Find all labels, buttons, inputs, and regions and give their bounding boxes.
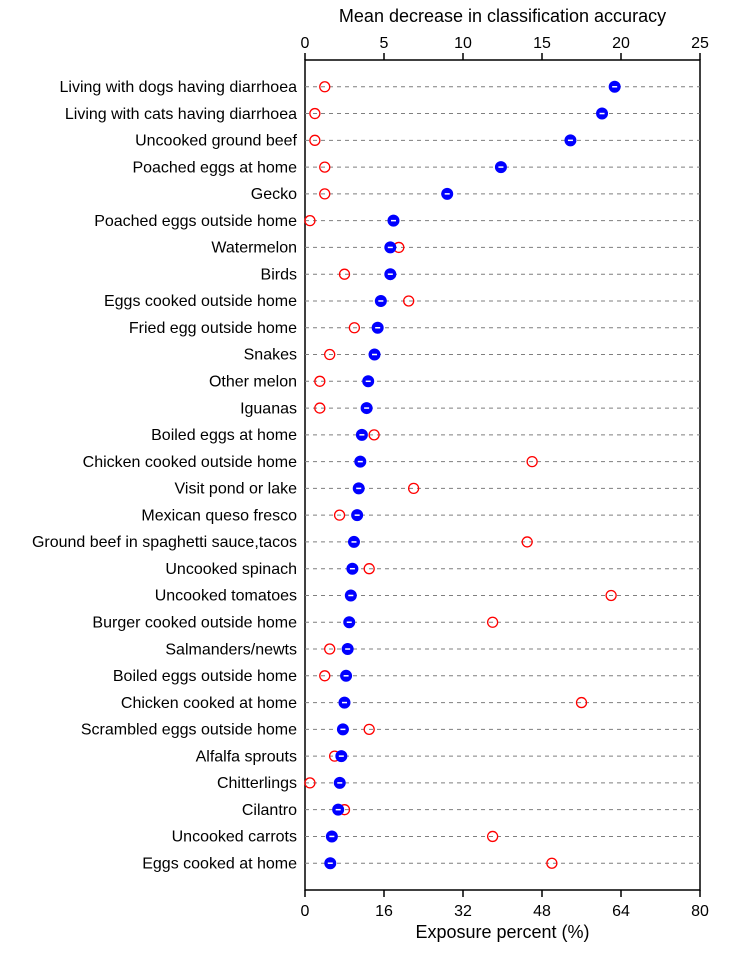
chart-svg: Mean decrease in classification accuracy…	[0, 0, 742, 958]
row-label: Watermelon	[211, 240, 297, 257]
row-label: Other melon	[209, 374, 297, 391]
row-label: Visit pond or lake	[175, 481, 298, 498]
row-label: Uncooked carrots	[172, 829, 297, 846]
row-label: Boiled eggs outside home	[113, 668, 297, 685]
row-label: Uncooked ground beef	[135, 133, 297, 150]
top-tick-label: 25	[691, 35, 709, 52]
row-label: Chicken cooked outside home	[83, 454, 297, 471]
bottom-tick-label: 16	[375, 903, 393, 920]
bottom-tick-label: 80	[691, 903, 709, 920]
row-label: Uncooked tomatoes	[155, 588, 297, 605]
row-label: Living with cats having diarrhoea	[65, 106, 297, 123]
row-label: Iguanas	[240, 400, 297, 417]
row-label: Eggs cooked outside home	[104, 293, 297, 310]
row-label: Birds	[261, 266, 297, 283]
dot-plot-chart: Mean decrease in classification accuracy…	[0, 0, 742, 958]
bottom-axis-title: Exposure percent (%)	[415, 922, 589, 942]
row-label: Snakes	[244, 347, 297, 364]
row-label: Ground beef in spaghetti sauce,tacos	[32, 534, 297, 551]
row-label: Alfalfa sprouts	[196, 748, 297, 765]
top-tick-label: 10	[454, 35, 472, 52]
row-label: Burger cooked outside home	[92, 614, 297, 631]
row-label: Uncooked spinach	[165, 561, 297, 578]
bottom-tick-label: 0	[301, 903, 310, 920]
top-axis-title: Mean decrease in classification accuracy	[339, 6, 666, 26]
row-label: Fried egg outside home	[129, 320, 297, 337]
top-tick-label: 20	[612, 35, 630, 52]
row-label: Living with dogs having diarrhoea	[60, 79, 298, 96]
row-label: Salmanders/newts	[165, 641, 297, 658]
row-label: Scrambled eggs outside home	[81, 722, 297, 739]
row-label: Mexican queso fresco	[141, 507, 297, 524]
row-label: Chicken cooked at home	[121, 695, 297, 712]
top-tick-label: 5	[380, 35, 389, 52]
plot-border	[305, 60, 700, 890]
bottom-tick-label: 48	[533, 903, 551, 920]
top-tick-label: 0	[301, 35, 310, 52]
row-label: Poached eggs outside home	[94, 213, 297, 230]
bottom-tick-label: 64	[612, 903, 630, 920]
row-label: Chitterlings	[217, 775, 297, 792]
bottom-tick-label: 32	[454, 903, 472, 920]
top-tick-label: 15	[533, 35, 551, 52]
row-label: Eggs cooked at home	[142, 855, 297, 872]
row-label: Cilantro	[242, 802, 297, 819]
row-label: Gecko	[251, 186, 297, 203]
row-label: Boiled eggs at home	[151, 427, 297, 444]
row-label: Poached eggs at home	[132, 159, 297, 176]
